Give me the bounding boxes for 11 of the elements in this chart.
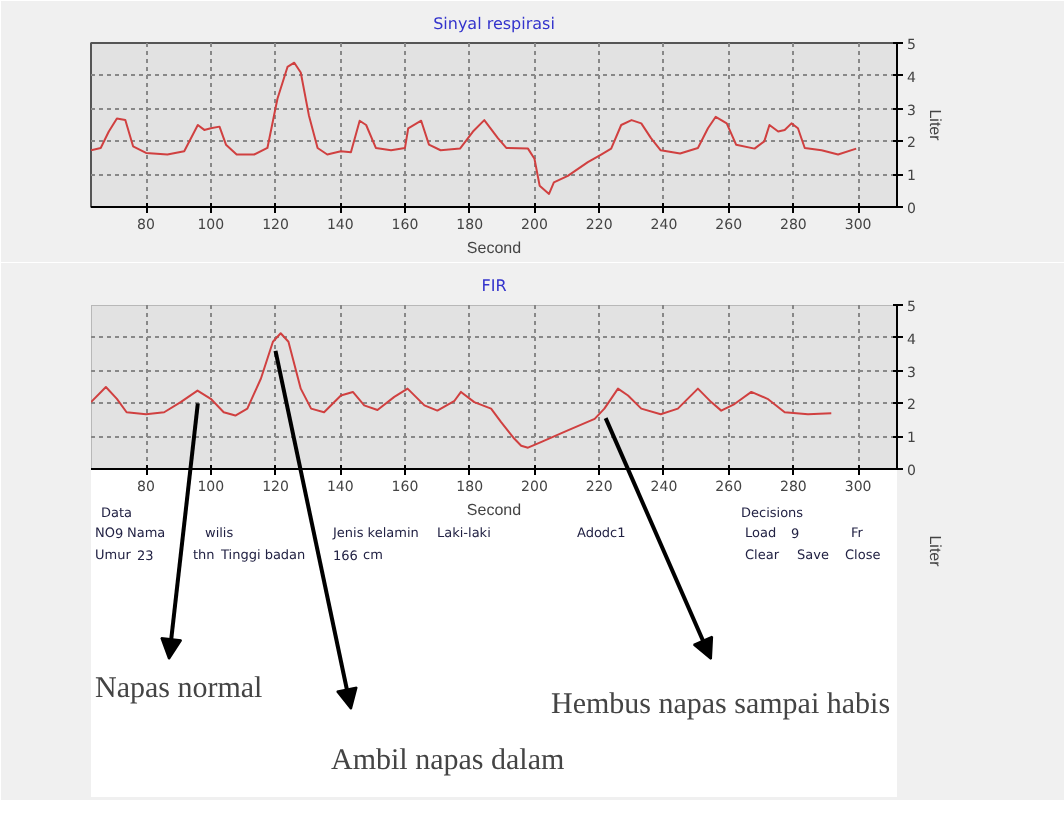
annotation: Napas normal (95, 673, 263, 705)
line-series (91, 332, 833, 449)
x-axis-title: Second (466, 501, 522, 519)
x-axis-title: Second (466, 239, 522, 257)
line-series (91, 61, 858, 195)
chart-title: Sinyal respirasi (433, 15, 555, 33)
y-axis-title: Liter (925, 535, 944, 568)
annotation: Ambil napas dalam (331, 745, 565, 777)
chart-title: FIR (481, 277, 508, 295)
y-axis-title: Liter (925, 109, 944, 142)
annotation: Hembus napas sampai habis (551, 689, 891, 721)
